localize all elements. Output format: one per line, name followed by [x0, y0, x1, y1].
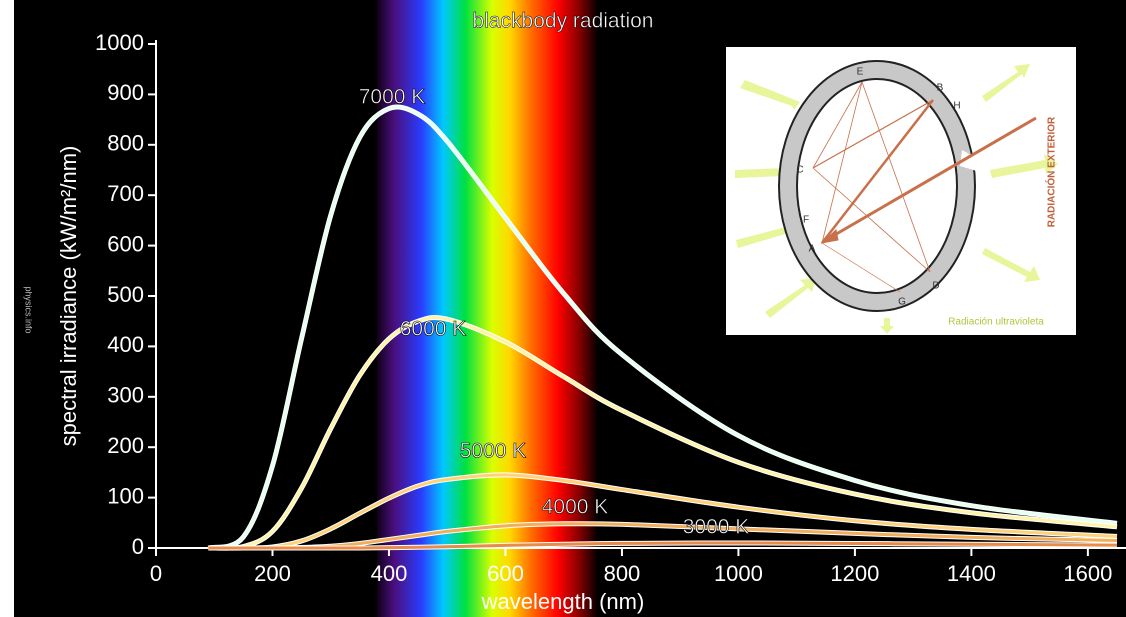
y-tick-label: 800	[107, 131, 144, 156]
series-label: 5000 K	[460, 440, 527, 463]
y-tick-label: 400	[107, 332, 144, 357]
x-axis-label: wavelength (nm)	[481, 589, 645, 614]
point-label: D	[932, 281, 939, 292]
y-tick-label: 600	[107, 231, 144, 256]
caption: Radiación ultravioleta	[948, 317, 1044, 328]
y-tick-label: 200	[107, 433, 144, 458]
x-tick-label: 400	[371, 561, 408, 586]
chart-title: blackbody radiation	[473, 10, 654, 33]
point-label: A	[809, 244, 816, 255]
x-tick-label: 800	[604, 561, 641, 586]
point-label: H	[953, 101, 960, 112]
x-tick-label: 0	[150, 561, 162, 586]
y-tick-label: 700	[107, 181, 144, 206]
series-label: 4000 K	[542, 496, 609, 519]
point-label: C	[796, 165, 803, 176]
x-tick-label: 1400	[947, 561, 996, 586]
series-label: 7000 K	[359, 86, 426, 109]
y-tick-label: 0	[132, 534, 144, 559]
page: {"chart_data": {"type": "line", "title":…	[0, 0, 1126, 617]
y-tick-label: 100	[107, 483, 144, 508]
x-tick-label: 1200	[830, 561, 879, 586]
chart: 0 100 200 300 400 500 600 700 800 900 1000 0 200 400 6…	[0, 0, 1126, 617]
y-tick-label: 900	[107, 80, 144, 105]
y-tick-label: 500	[107, 282, 144, 307]
series-label: 6000 K	[400, 318, 467, 341]
x-tick-label: 200	[254, 561, 291, 586]
y-tick-label: 300	[107, 383, 144, 408]
point-label: F	[803, 215, 809, 226]
inset-diagram: E BH C F A D G RADIACIÓN EXTERIOR Radiación ul…	[726, 47, 1076, 335]
x-tick-label: 1000	[714, 561, 763, 586]
source-note: physics.info	[24, 286, 34, 333]
series-label: 3000 K	[683, 516, 750, 539]
x-tick-label: 600	[487, 561, 524, 586]
point-label: B	[937, 83, 944, 94]
ring-inner	[797, 79, 957, 293]
x-tick-label: 1600	[1063, 561, 1112, 586]
side-label: RADIACIÓN EXTERIOR	[1045, 116, 1058, 227]
point-label: E	[857, 67, 864, 78]
point-label: G	[898, 297, 906, 308]
y-tick-label: 1000	[95, 30, 144, 55]
y-axis-label: spectral irradiance (kW/m²/nm)	[56, 146, 81, 447]
